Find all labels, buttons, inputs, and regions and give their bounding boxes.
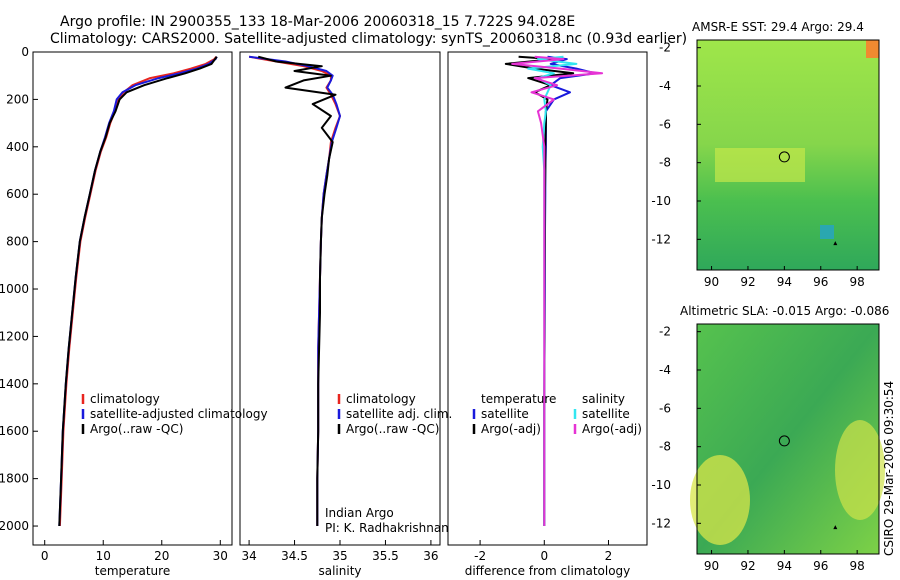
depth-tick-label: 1600	[0, 424, 29, 438]
depth-tick-label: 600	[6, 187, 29, 201]
difference-series-line	[504, 55, 575, 526]
temperature-legend-label: Argo(..raw -QC)	[90, 422, 183, 436]
sla-map-ytick-label: -2	[659, 325, 671, 339]
sst-map-small-marker	[833, 241, 838, 246]
sla-map-argo-position-marker	[778, 435, 790, 447]
difference-axis-label: difference from climatology	[465, 564, 631, 578]
depth-tick-label: 200	[6, 92, 29, 106]
difference-salinity-legend-label: Argo(-adj)	[582, 422, 642, 436]
salinity-legend-label: Argo(..raw -QC)	[346, 422, 439, 436]
salinity-xtick-label: 35	[332, 549, 347, 563]
difference-plot-frame	[447, 51, 648, 546]
depth-tick-label: 400	[6, 140, 29, 154]
difference-salinity-legend-label: satellite	[582, 407, 630, 421]
sst-map-argo-position-marker	[778, 151, 790, 163]
sst-map-ytick-label: -4	[659, 79, 671, 93]
sla-map-xtick-label: 98	[850, 559, 865, 573]
depth-tick-label: 800	[6, 235, 29, 249]
temperature-legend-label: climatology	[90, 392, 160, 406]
salinity-xtick-label: 35.5	[372, 549, 399, 563]
difference-temperature-legend-label: Argo(-adj)	[481, 422, 541, 436]
sst-map-warm-corner	[866, 40, 879, 58]
sla-map-ytick-label: -6	[659, 401, 671, 415]
salinity-series-line	[257, 55, 337, 526]
difference-series-line	[511, 55, 604, 526]
sla-map-frame	[696, 323, 880, 555]
difference-salinity-legend-label: salinity	[582, 392, 625, 406]
depth-tick-label: 1400	[0, 377, 29, 391]
difference-series-line	[527, 55, 578, 526]
sla-map-ytick-label: -10	[651, 478, 671, 492]
sst-map-xtick-label: 96	[813, 275, 828, 289]
depth-tick-label: 1800	[0, 472, 29, 486]
salinity-xtick-label: 34.5	[281, 549, 308, 563]
salinity-axis-label: salinity	[318, 564, 361, 578]
temperature-axis-label: temperature	[95, 564, 170, 578]
figure-title-line1: Argo profile: IN 2900355_133 18-Mar-2006…	[60, 14, 575, 30]
sst-map-cool-patch	[820, 225, 834, 239]
sst-map-title: AMSR-E SST: 29.4 Argo: 29.4	[692, 20, 864, 34]
depth-tick-label: 0	[21, 45, 29, 59]
sst-map-ytick-label: -8	[659, 156, 671, 170]
sla-map-ytick-label: -12	[651, 516, 671, 530]
sst-map-ytick-label: -12	[651, 232, 671, 246]
float-annotation-line: PI: K. Radhakrishnan	[325, 521, 449, 535]
timestamp-label: CSIRO 29-Mar-2006 09:30:54	[882, 381, 896, 556]
difference-xtick-label: -2	[474, 549, 486, 563]
temperature-xtick-label: 10	[96, 549, 111, 563]
sst-map-ytick-label: -6	[659, 117, 671, 131]
sst-map-xtick-label: 94	[777, 275, 792, 289]
temperature-xtick-label: 0	[41, 549, 49, 563]
sst-map-xtick-label: 92	[740, 275, 755, 289]
sla-map-small-marker	[833, 525, 838, 530]
difference-xtick-label: 0	[540, 549, 548, 563]
temperature-legend-label: satellite-adjusted climatology	[90, 407, 268, 421]
sst-map-xtick-label: 90	[704, 275, 719, 289]
sla-map-ytick-label: -4	[659, 363, 671, 377]
salinity-legend-label: climatology	[346, 392, 416, 406]
sst-map-warm-patch	[715, 148, 805, 182]
float-annotation-line: Indian Argo	[325, 506, 394, 520]
salinity-plot-frame	[239, 51, 441, 546]
salinity-xtick-label: 36	[423, 549, 438, 563]
temperature-xtick-label: 30	[213, 549, 228, 563]
sla-map-xtick-label: 96	[813, 559, 828, 573]
difference-xtick-label: 2	[605, 549, 613, 563]
sla-map-xtick-label: 94	[777, 559, 792, 573]
sla-map	[690, 323, 885, 555]
sst-map-frame	[696, 39, 880, 271]
figure-title-line2: Climatology: CARS2000. Satellite-adjuste…	[50, 31, 687, 47]
sla-map-xtick-label: 90	[704, 559, 719, 573]
sst-map-ytick-label: -2	[659, 41, 671, 55]
temperature-xtick-label: 20	[154, 549, 169, 563]
sst-map-ytick-label: -10	[651, 194, 671, 208]
depth-tick-label: 1000	[0, 282, 29, 296]
difference-temperature-legend-label: satellite	[481, 407, 529, 421]
salinity-series-line	[248, 55, 341, 526]
depth-tick-label: 1200	[0, 329, 29, 343]
temperature-series-line	[58, 56, 217, 527]
salinity-xtick-label: 34	[241, 549, 256, 563]
temperature-plot-frame	[32, 51, 233, 546]
sla-map-xtick-label: 92	[740, 559, 755, 573]
salinity-legend-label: satellite adj. clim.	[346, 407, 452, 421]
sst-map	[696, 39, 880, 271]
sla-map-ytick-label: -8	[659, 440, 671, 454]
salinity-series-line	[248, 55, 341, 526]
sla-map-high-patch-east	[835, 420, 885, 520]
temperature-series-line	[58, 56, 218, 527]
sla-map-high-patch	[690, 455, 750, 545]
sla-map-title: Altimetric SLA: -0.015 Argo: -0.086	[680, 304, 889, 318]
depth-tick-label: 2000	[0, 519, 29, 533]
temperature-series-line	[58, 56, 218, 527]
difference-series-line	[543, 55, 597, 526]
difference-temperature-legend-label: temperature	[481, 392, 556, 406]
sst-map-xtick-label: 98	[850, 275, 865, 289]
